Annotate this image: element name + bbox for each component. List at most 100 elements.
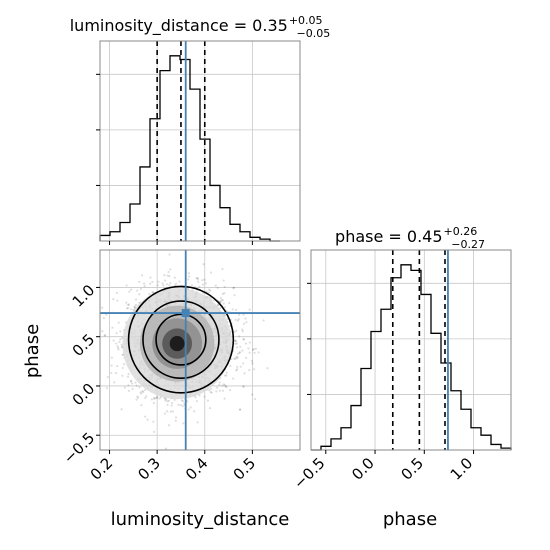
scatter-point bbox=[198, 285, 201, 288]
scatter-point bbox=[248, 308, 251, 311]
scatter-point bbox=[201, 291, 205, 295]
scatter-point bbox=[195, 277, 198, 280]
scatter-point bbox=[189, 406, 192, 409]
luminosity-distance-title: luminosity_distance = 0.35+0.05 −0.05 bbox=[70, 14, 331, 40]
scatter-point bbox=[242, 322, 246, 325]
scatter-point bbox=[232, 286, 235, 290]
scatter-point bbox=[146, 418, 149, 421]
scatter-point bbox=[209, 296, 212, 300]
scatter-point bbox=[233, 330, 236, 333]
scatter-point bbox=[117, 321, 120, 324]
scatter-point bbox=[228, 301, 231, 305]
scatter-point bbox=[201, 283, 205, 286]
scatter-point bbox=[237, 318, 240, 321]
scatter-point bbox=[135, 398, 138, 401]
x-tick-label: 0.0 bbox=[348, 454, 378, 484]
scatter-point bbox=[244, 342, 248, 345]
scatter-point bbox=[225, 385, 228, 389]
scatter-point bbox=[158, 397, 161, 400]
histogram-bar bbox=[110, 232, 120, 241]
histogram-bar bbox=[230, 224, 240, 241]
scatter-point bbox=[225, 371, 228, 374]
scatter-point bbox=[257, 351, 260, 354]
scatter-point bbox=[143, 388, 147, 391]
scatter-point bbox=[119, 330, 122, 333]
histogram-bar bbox=[210, 185, 220, 241]
scatter-point bbox=[236, 368, 239, 371]
scatter-point bbox=[223, 374, 227, 377]
scatter-point bbox=[223, 306, 227, 309]
scatter-point bbox=[152, 420, 155, 423]
scatter-point bbox=[165, 283, 168, 286]
scatter-point bbox=[120, 343, 123, 346]
y-tick-label: −0.5 bbox=[60, 429, 98, 467]
scatter-point bbox=[221, 299, 224, 302]
scatter-point bbox=[154, 396, 157, 399]
contour-line bbox=[155, 313, 207, 366]
scatter-point bbox=[110, 364, 113, 367]
x-tick-label: 0.2 bbox=[87, 454, 117, 484]
scatter-point bbox=[175, 282, 178, 285]
scatter-point bbox=[110, 371, 113, 375]
scatter-point bbox=[232, 377, 235, 380]
histogram-bar bbox=[160, 71, 170, 241]
scatter-point bbox=[149, 276, 152, 279]
histogram-bar bbox=[331, 439, 341, 450]
scatter-point bbox=[105, 313, 108, 316]
scatter-point bbox=[196, 277, 199, 280]
histogram-bar bbox=[401, 265, 411, 450]
scatter-point bbox=[173, 398, 176, 401]
scatter-point bbox=[238, 351, 241, 355]
scatter-point bbox=[245, 321, 248, 324]
scatter-point bbox=[130, 288, 133, 291]
scatter-point bbox=[221, 292, 224, 295]
scatter-point bbox=[142, 390, 145, 394]
scatter-point bbox=[209, 390, 212, 394]
scatter-point bbox=[112, 298, 115, 301]
scatter-point bbox=[130, 308, 133, 311]
scatter-point bbox=[140, 392, 143, 395]
scatter-point bbox=[218, 381, 221, 384]
scatter-point bbox=[171, 410, 174, 413]
scatter-point bbox=[116, 299, 119, 302]
scatter-point bbox=[216, 303, 220, 307]
scatter-point bbox=[156, 395, 159, 398]
scatter-point bbox=[236, 319, 240, 322]
scatter-point bbox=[239, 408, 242, 411]
scatter-point bbox=[143, 285, 146, 288]
scatter-point bbox=[194, 396, 197, 399]
x-tick-label: 0.5 bbox=[230, 454, 260, 484]
scatter-point bbox=[203, 395, 206, 398]
scatter-point bbox=[139, 287, 143, 291]
scatter-point bbox=[251, 362, 254, 365]
scatter-point bbox=[134, 381, 137, 384]
scatter-point bbox=[164, 399, 167, 402]
scatter-point bbox=[219, 297, 223, 300]
scatter-point bbox=[130, 380, 133, 383]
scatter-point bbox=[242, 338, 246, 341]
scatter-point bbox=[241, 349, 244, 352]
scatter-point bbox=[168, 284, 171, 287]
scatter-point bbox=[234, 342, 237, 345]
scatter-point bbox=[151, 280, 154, 284]
scatter-point bbox=[210, 391, 213, 394]
scatter-point bbox=[242, 313, 245, 316]
scatter-point bbox=[125, 284, 128, 287]
scatter-point bbox=[164, 279, 167, 282]
scatter-point bbox=[228, 389, 232, 392]
scatter-point bbox=[153, 396, 156, 399]
scatter-point bbox=[235, 346, 239, 349]
scatter-point bbox=[166, 410, 169, 413]
scatter-point bbox=[196, 278, 199, 281]
scatter-point bbox=[152, 430, 156, 433]
scatter-point bbox=[167, 399, 171, 402]
histogram-bar bbox=[120, 222, 130, 241]
scatter-point bbox=[170, 404, 173, 407]
scatter-point bbox=[221, 267, 224, 271]
histogram-step bbox=[99, 55, 280, 242]
scatter-point bbox=[218, 383, 221, 387]
scatter-point bbox=[221, 384, 224, 387]
scatter-point bbox=[127, 389, 131, 392]
scatter-point bbox=[144, 415, 147, 418]
